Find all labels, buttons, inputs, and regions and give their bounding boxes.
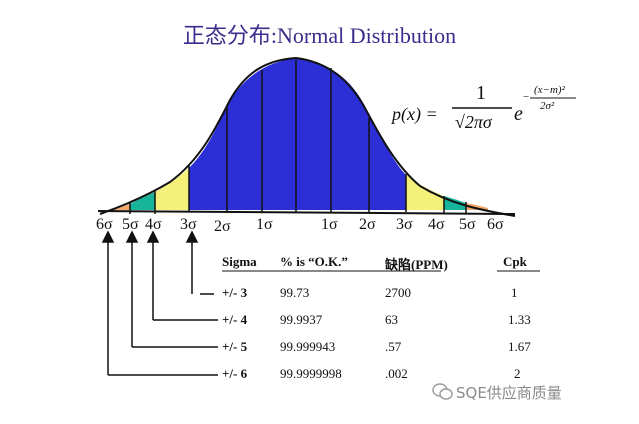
row-cpk: 1.33: [508, 312, 531, 327]
sigma-label: 3σ: [396, 216, 413, 233]
sigma-label: 1σ: [256, 216, 273, 233]
row-sigma: +/- 4: [222, 312, 248, 327]
watermark-text: SQE供应商质量: [456, 384, 562, 402]
sigma-label: 4σ: [145, 216, 162, 233]
sigma-label: 2σ: [214, 218, 231, 235]
sigma-label: 2σ: [359, 216, 376, 233]
band-left-4-5: [130, 192, 155, 210]
row-ok: 99.999943: [280, 339, 336, 354]
header-ok: % is “O.K.”: [280, 254, 348, 269]
slide-title: 正态分布:Normal Distribution: [182, 23, 457, 48]
wechat-icon: [432, 383, 453, 400]
sigma-label: 4σ: [428, 216, 445, 233]
row-ok: 99.9937: [280, 312, 323, 327]
formula-denominator: √2πσ: [455, 112, 492, 132]
row-ppm: 2700: [385, 285, 411, 300]
baseline: [97, 210, 516, 215]
row-sigma: +/- 3: [222, 285, 248, 300]
formula-numerator: 1: [476, 82, 486, 104]
row-ppm: .57: [385, 339, 402, 354]
band-right-5-6: [466, 203, 488, 210]
row-ppm: .002: [385, 366, 408, 381]
row-ok: 99.9999998: [280, 366, 342, 381]
formula-exp-numerator: (x−m)²: [534, 84, 565, 96]
sigma-label: 3σ: [180, 216, 197, 233]
row-sigma: +/- 6: [222, 366, 248, 381]
band-right-3-4: [406, 175, 444, 210]
formula-exp-denominator: 2σ²: [540, 100, 555, 112]
sigma-label: 5σ: [459, 216, 476, 233]
sigma-label: 6σ: [96, 216, 113, 233]
sigma-label: 6σ: [487, 216, 504, 233]
formula-base: e: [514, 103, 523, 125]
band-core: [189, 58, 406, 210]
sigma-label: 1σ: [321, 216, 338, 233]
row-sigma: +/- 5: [222, 339, 248, 354]
header-sigma: Sigma: [222, 254, 257, 269]
row-ok: 99.73: [280, 285, 310, 300]
row-cpk: 1: [511, 285, 518, 300]
row-ppm: 63: [385, 312, 398, 327]
row-cpk: 1.67: [508, 339, 531, 354]
curve-outline: [99, 56, 516, 217]
formula-exp-sign: −: [523, 91, 530, 103]
band-left-3-4: [155, 168, 189, 210]
header-cpk: Cpk: [503, 254, 527, 269]
pointer-arrows: [101, 230, 218, 376]
row-cpk: 2: [514, 366, 521, 381]
formula-lhs: p(x) =: [392, 104, 438, 124]
header-ppm: 缺陷(PPM): [385, 257, 448, 272]
sigma-label: 5σ: [122, 216, 139, 233]
